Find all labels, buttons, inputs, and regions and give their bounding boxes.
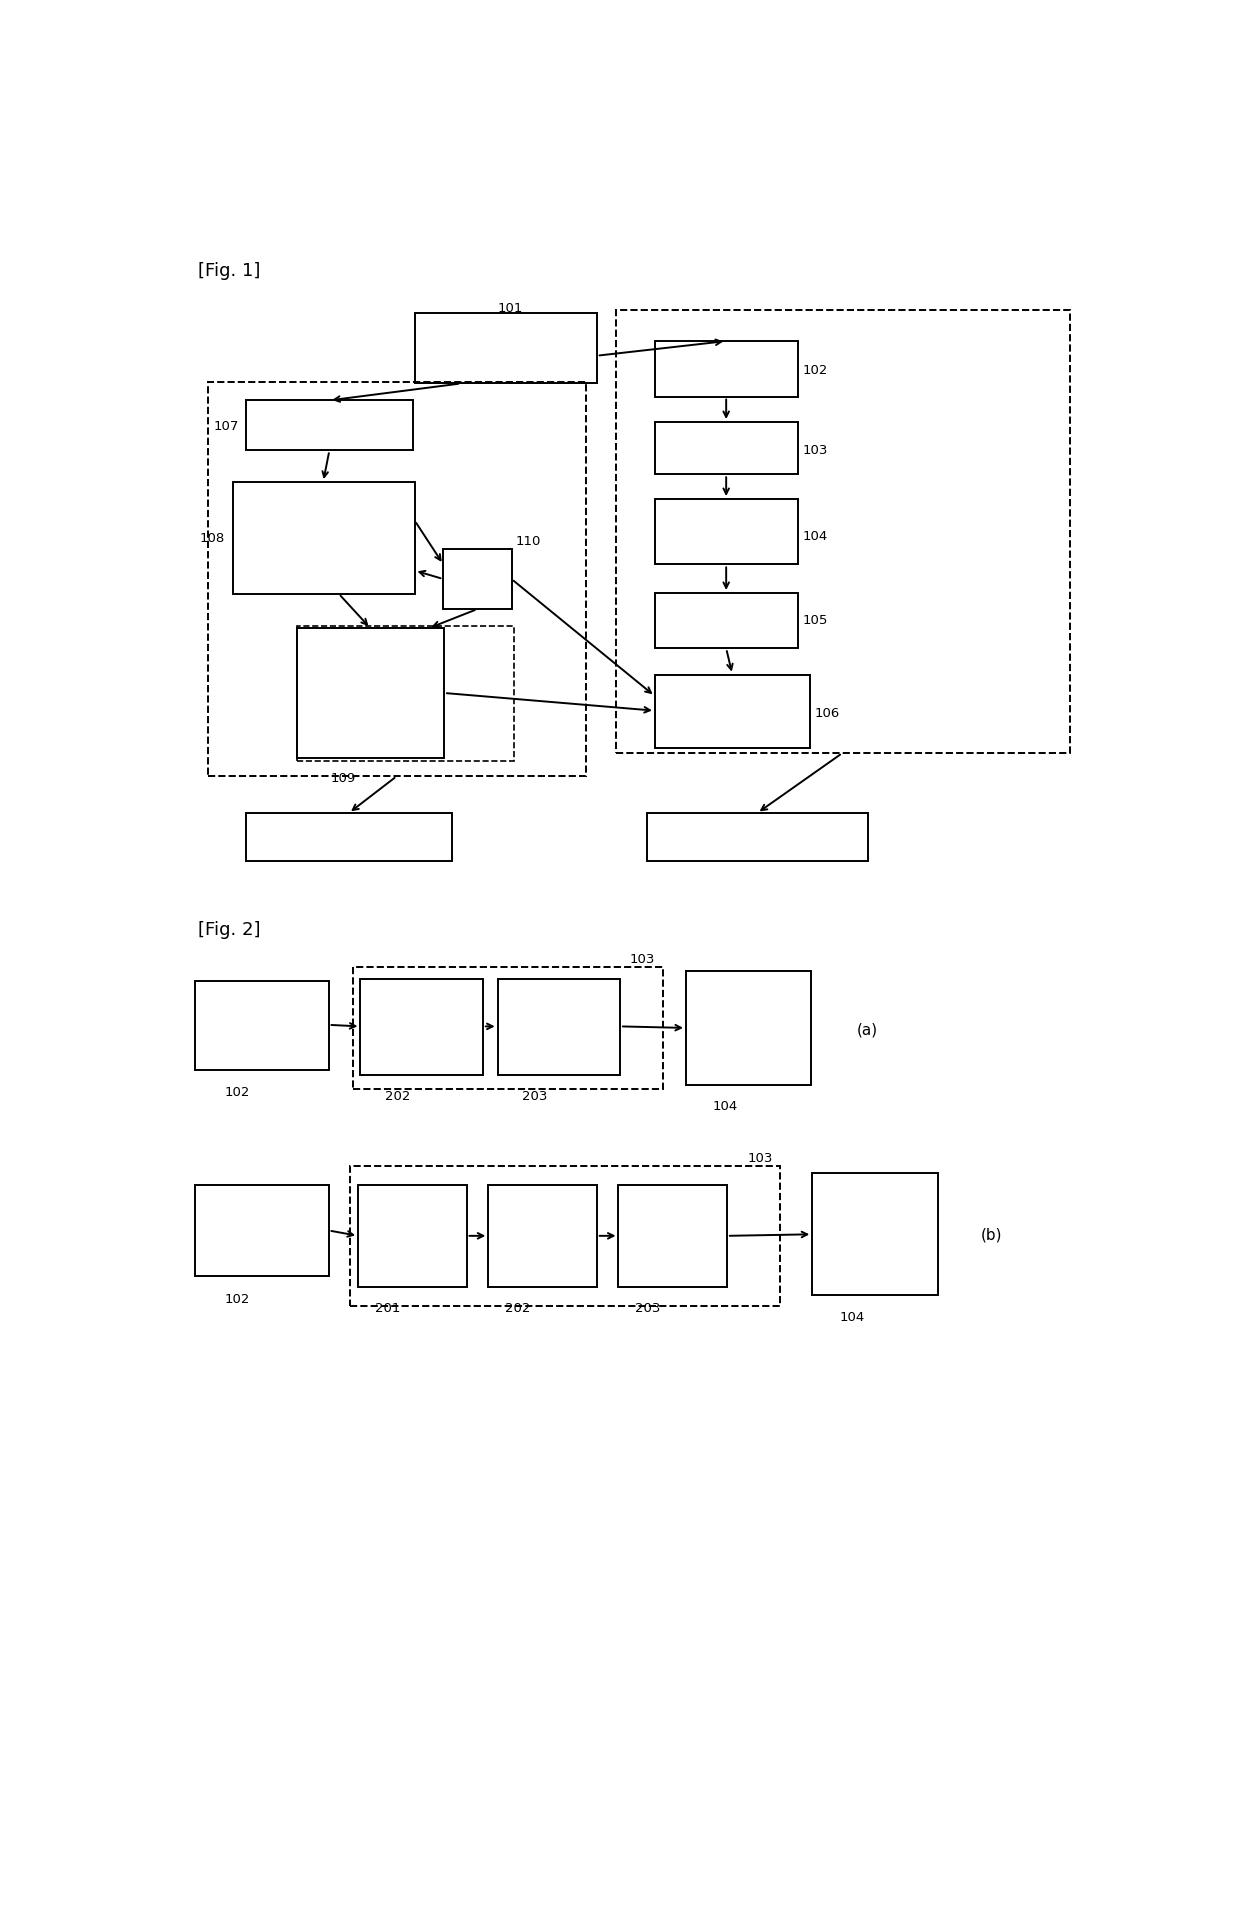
Text: 109: 109 bbox=[331, 772, 356, 784]
Bar bbox=[489, 1185, 596, 1287]
Bar bbox=[233, 482, 414, 593]
Bar bbox=[352, 967, 662, 1088]
Text: 105: 105 bbox=[804, 614, 828, 627]
Text: 102: 102 bbox=[224, 1086, 250, 1099]
Bar bbox=[655, 675, 810, 748]
Text: 202: 202 bbox=[506, 1302, 531, 1315]
Text: 203: 203 bbox=[522, 1090, 548, 1103]
Text: [Fig. 1]: [Fig. 1] bbox=[197, 262, 260, 279]
Text: 103: 103 bbox=[804, 444, 828, 457]
Text: 101: 101 bbox=[497, 302, 523, 315]
Text: [Fig. 2]: [Fig. 2] bbox=[197, 922, 260, 939]
Text: 104: 104 bbox=[839, 1310, 864, 1323]
Bar bbox=[358, 1185, 466, 1287]
Bar bbox=[655, 593, 799, 648]
Text: 107: 107 bbox=[215, 419, 239, 432]
Bar bbox=[647, 813, 868, 860]
Bar bbox=[247, 400, 413, 451]
Text: (b): (b) bbox=[981, 1228, 1002, 1243]
Bar bbox=[616, 310, 1069, 753]
Text: 108: 108 bbox=[200, 532, 226, 545]
Bar bbox=[351, 1166, 780, 1306]
Bar bbox=[444, 549, 511, 610]
Bar bbox=[497, 979, 620, 1075]
Bar bbox=[207, 382, 585, 776]
Bar bbox=[247, 813, 451, 860]
Text: 103: 103 bbox=[748, 1151, 773, 1164]
Text: 102: 102 bbox=[224, 1293, 250, 1306]
Bar bbox=[296, 629, 444, 757]
Bar bbox=[655, 423, 799, 474]
Bar bbox=[655, 340, 799, 396]
Bar bbox=[296, 625, 513, 761]
Bar bbox=[686, 971, 811, 1084]
Bar bbox=[812, 1174, 937, 1294]
Text: 203: 203 bbox=[635, 1302, 661, 1315]
Bar bbox=[196, 981, 329, 1069]
Text: 102: 102 bbox=[804, 363, 828, 377]
Text: (a): (a) bbox=[857, 1023, 878, 1038]
Text: 106: 106 bbox=[815, 707, 839, 719]
Bar bbox=[196, 1185, 329, 1275]
Text: 104: 104 bbox=[713, 1099, 738, 1113]
Bar bbox=[655, 499, 799, 564]
Bar bbox=[361, 979, 482, 1075]
Text: 202: 202 bbox=[386, 1090, 410, 1103]
Text: 103: 103 bbox=[630, 954, 655, 966]
Text: 110: 110 bbox=[516, 535, 541, 549]
Bar bbox=[619, 1185, 727, 1287]
Text: 201: 201 bbox=[374, 1302, 401, 1315]
Bar bbox=[414, 312, 596, 384]
Text: 104: 104 bbox=[804, 530, 828, 543]
